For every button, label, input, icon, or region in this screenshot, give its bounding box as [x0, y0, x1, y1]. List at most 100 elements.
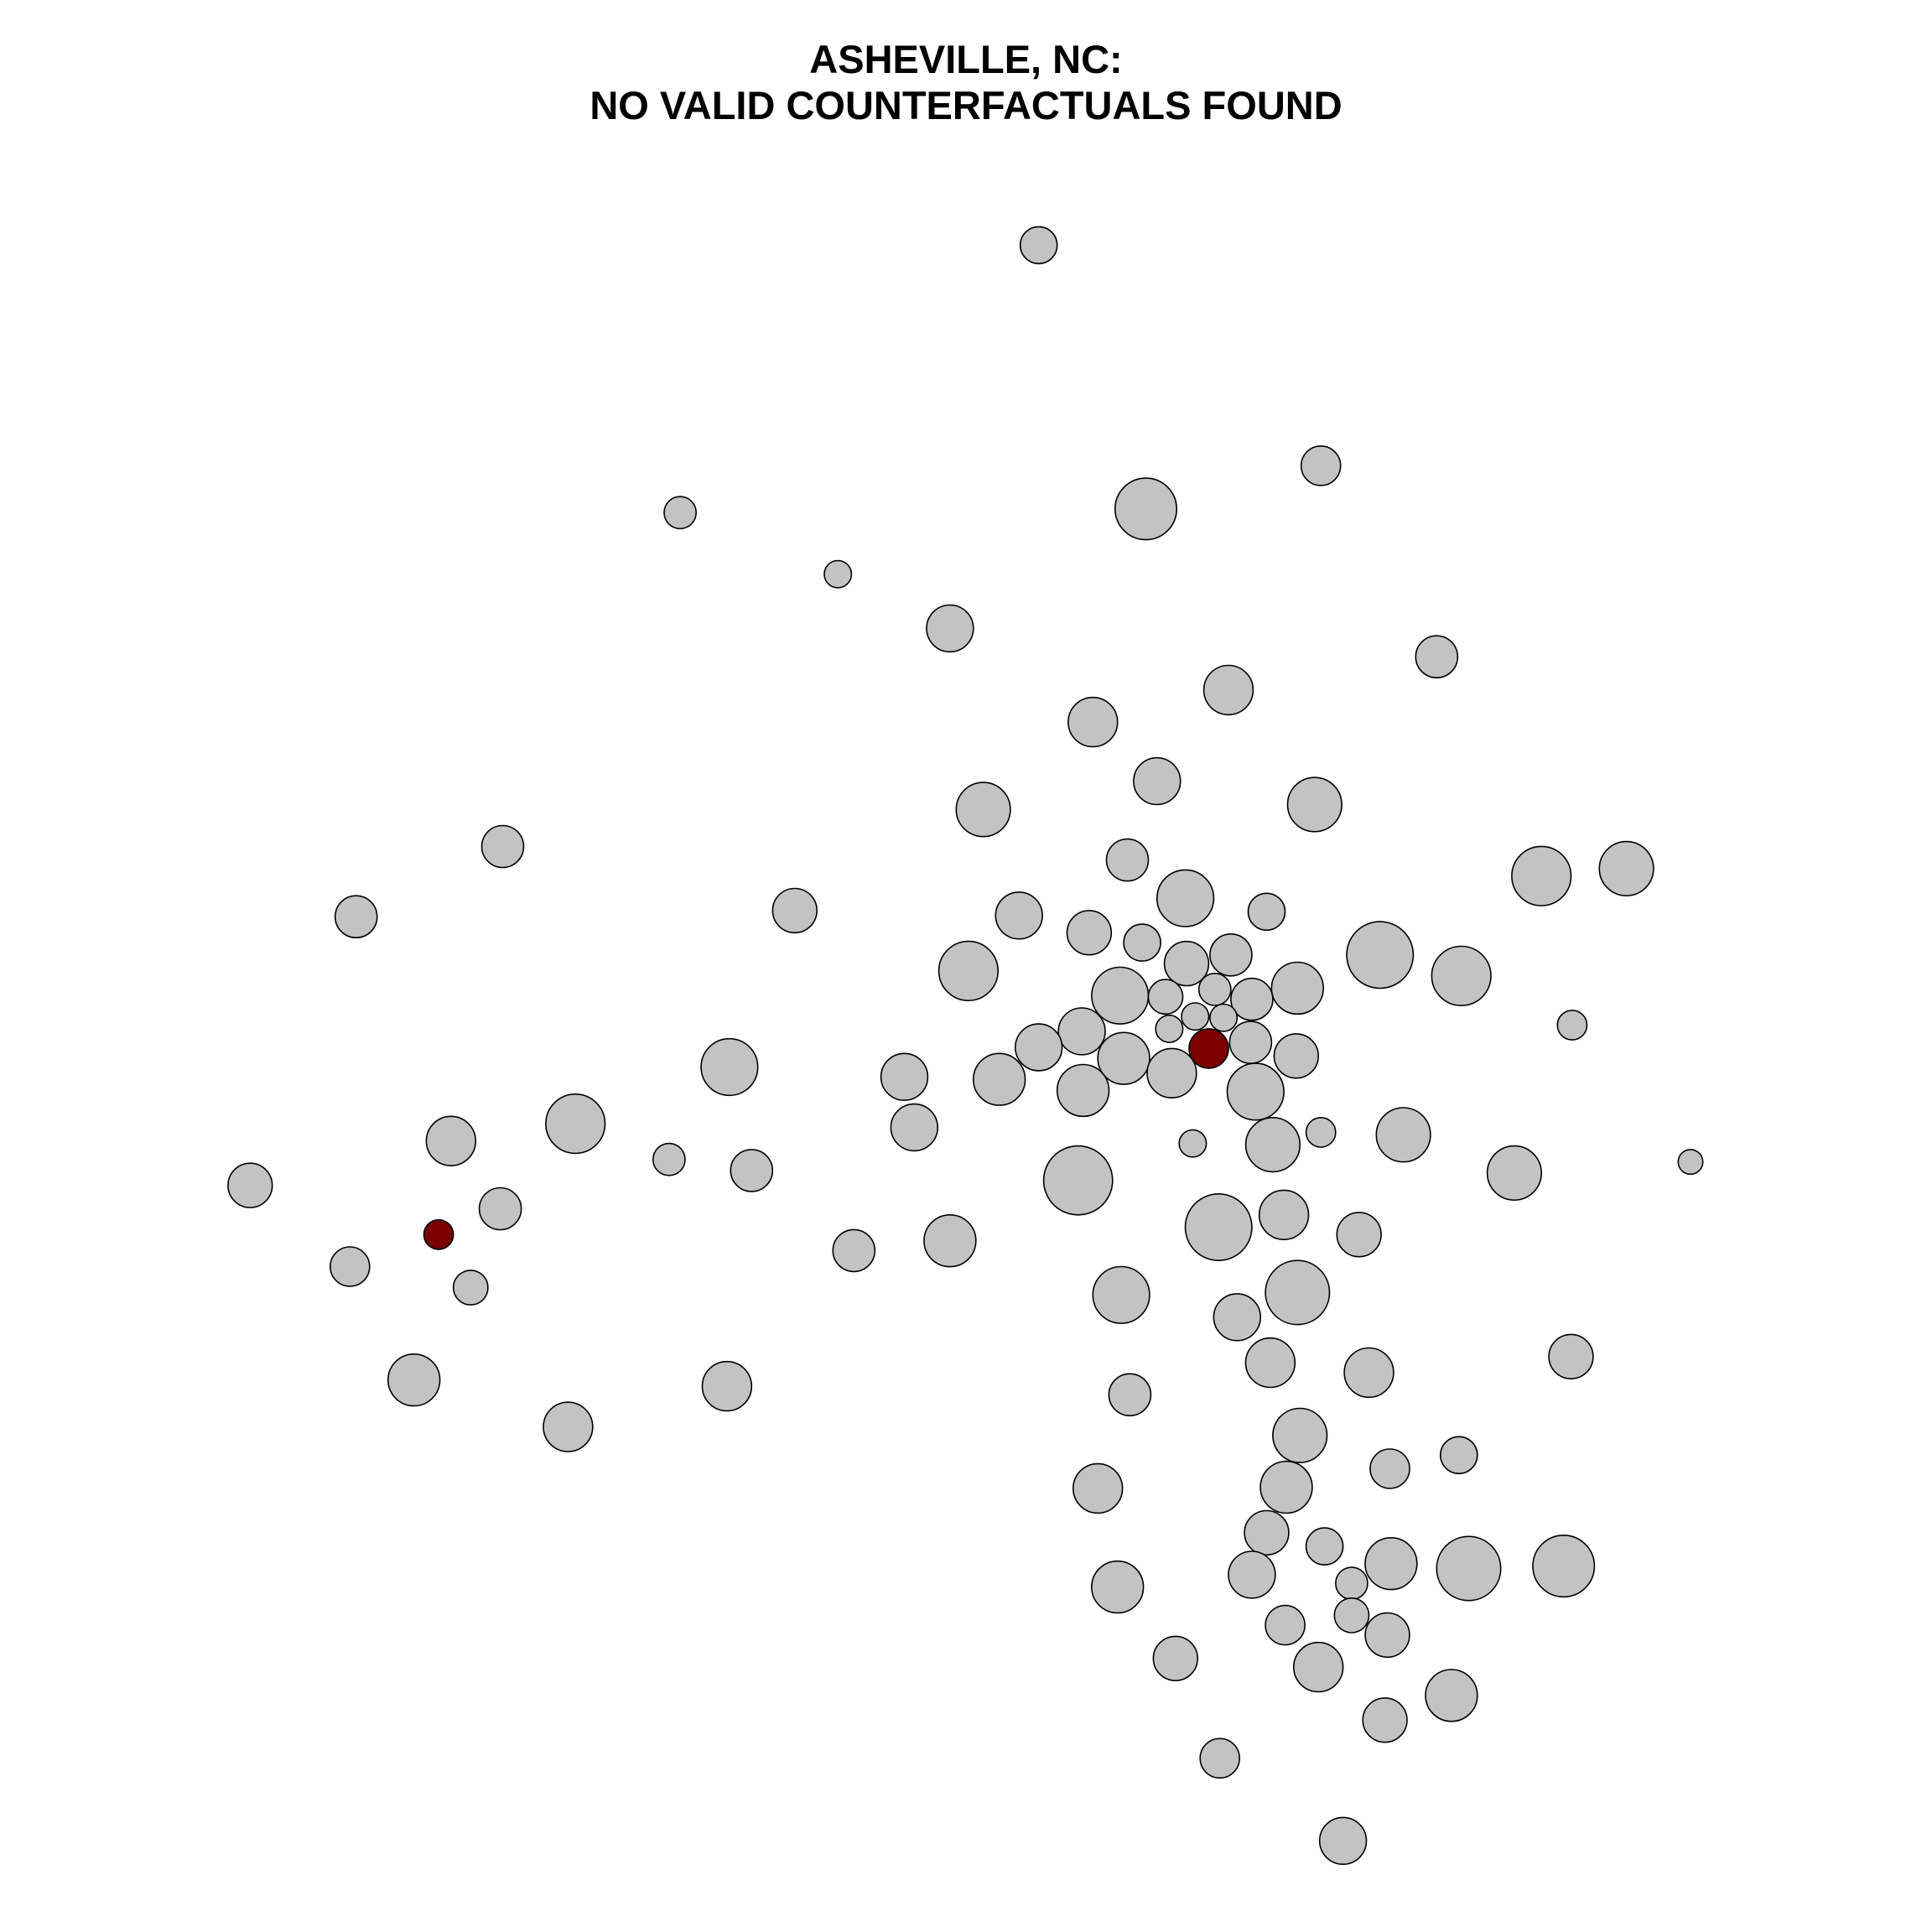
scatter-point	[1209, 933, 1253, 977]
scatter-point	[1431, 945, 1492, 1006]
scatter-point	[1292, 1641, 1344, 1693]
scatter-point	[1336, 1212, 1382, 1258]
scatter-point	[545, 1093, 606, 1155]
highlight-point	[1188, 1028, 1229, 1069]
scatter-point	[1265, 1259, 1331, 1326]
scatter-point	[823, 559, 853, 589]
scatter-point	[926, 604, 974, 653]
scatter-point	[1042, 1145, 1114, 1216]
scatter-point	[1014, 1023, 1063, 1072]
scatter-point	[890, 1103, 939, 1152]
scatter-point	[1230, 977, 1274, 1021]
scatter-point	[937, 940, 999, 1001]
scatter-point	[995, 891, 1043, 940]
scatter-point	[955, 782, 1011, 838]
scatter-point	[730, 1149, 774, 1192]
scatter-point	[1436, 1535, 1502, 1602]
scatter-point	[1247, 892, 1286, 932]
scatter-point	[1213, 1293, 1262, 1342]
scatter-point	[1258, 1189, 1310, 1241]
scatter-point	[1228, 1021, 1273, 1064]
scatter-point	[1598, 840, 1654, 897]
scatter-point	[1066, 910, 1113, 956]
scatter-point	[1202, 664, 1254, 716]
scatter-point	[1108, 1373, 1152, 1417]
scatter-point	[1123, 923, 1161, 962]
scatter-point	[1114, 477, 1178, 541]
scatter-point	[1057, 1007, 1106, 1056]
scatter-point	[1019, 226, 1058, 265]
scatter-point	[1270, 961, 1325, 1015]
scatter-point	[652, 1142, 686, 1176]
scatter-point	[1056, 1063, 1110, 1118]
scatter-point	[1305, 1117, 1337, 1148]
scatter-point	[1364, 1612, 1410, 1659]
scatter-point	[1244, 1116, 1301, 1173]
scatter-point	[1362, 1697, 1408, 1743]
scatter-point	[1369, 1448, 1410, 1489]
scatter-point	[1532, 1535, 1596, 1598]
scatter-point	[1286, 776, 1343, 833]
highlight-point	[423, 1218, 454, 1250]
scatter-point	[1425, 1669, 1478, 1722]
scatter-point	[227, 1162, 273, 1208]
scatter-point	[1244, 1509, 1290, 1556]
scatter-point	[478, 1187, 522, 1231]
scatter-point	[1244, 1337, 1296, 1389]
scatter-point	[972, 1052, 1026, 1106]
scatter-point	[1163, 940, 1210, 987]
scatter-point	[1318, 1816, 1368, 1866]
chart-title-line-1: ASHEVILLE, NC:	[809, 37, 1122, 81]
scatter-point	[1147, 979, 1184, 1015]
scatter-point	[1273, 1033, 1320, 1079]
scatter-point	[1226, 1062, 1285, 1121]
scatter-point	[1415, 635, 1459, 679]
scatter-point	[387, 1353, 441, 1407]
scatter-point	[663, 496, 698, 530]
scatter-point	[1556, 1010, 1588, 1041]
scatter-point	[1677, 1149, 1704, 1176]
scatter-point	[1305, 1527, 1344, 1566]
scatter-point	[1181, 1002, 1210, 1031]
scatter-point	[1067, 696, 1119, 748]
scatter-point	[1184, 1193, 1253, 1262]
scatter-point	[1091, 966, 1150, 1025]
scatter-point	[1105, 838, 1150, 882]
scatter-point	[1265, 1604, 1306, 1646]
scatter-point	[1272, 1407, 1328, 1463]
points-layer	[227, 226, 1704, 1866]
scatter-point	[1133, 756, 1182, 806]
scatter-point	[452, 1270, 489, 1306]
scatter-point	[1346, 921, 1415, 989]
scatter-point	[1178, 1129, 1208, 1158]
scatter-point	[1300, 445, 1342, 486]
scatter-point	[1375, 1107, 1431, 1163]
scatter-point	[1090, 1560, 1145, 1614]
scatter-point	[1364, 1536, 1418, 1591]
scatter-point	[1333, 1597, 1370, 1633]
scatter-point	[1092, 1265, 1150, 1324]
scatter-point	[1072, 1462, 1124, 1514]
scatter-point	[1335, 1566, 1368, 1601]
scatter-point	[1155, 1014, 1184, 1043]
scatter-point	[329, 1246, 371, 1287]
scatter-point	[1486, 1145, 1542, 1201]
scatter-point	[880, 1052, 929, 1101]
scatter-point	[480, 824, 525, 869]
scatter-point	[700, 1037, 759, 1097]
scatter-point	[1259, 1460, 1313, 1514]
chart-title-line-2: NO VALID COUNTERFACTUALS FOUND	[589, 83, 1342, 127]
scatter-point	[771, 887, 818, 934]
scatter-point	[543, 1401, 594, 1452]
scatter-point	[1197, 973, 1232, 1006]
scatter-point	[1548, 1333, 1594, 1380]
scatter-point	[1440, 1436, 1478, 1475]
scatter-point	[923, 1213, 977, 1268]
scatter-point	[1209, 1003, 1239, 1032]
scatter-point	[1511, 845, 1572, 906]
scatter-point	[1199, 1737, 1240, 1779]
scatter-point	[1097, 1031, 1150, 1085]
scatter-point	[334, 895, 378, 938]
scatter-point	[425, 1115, 476, 1166]
